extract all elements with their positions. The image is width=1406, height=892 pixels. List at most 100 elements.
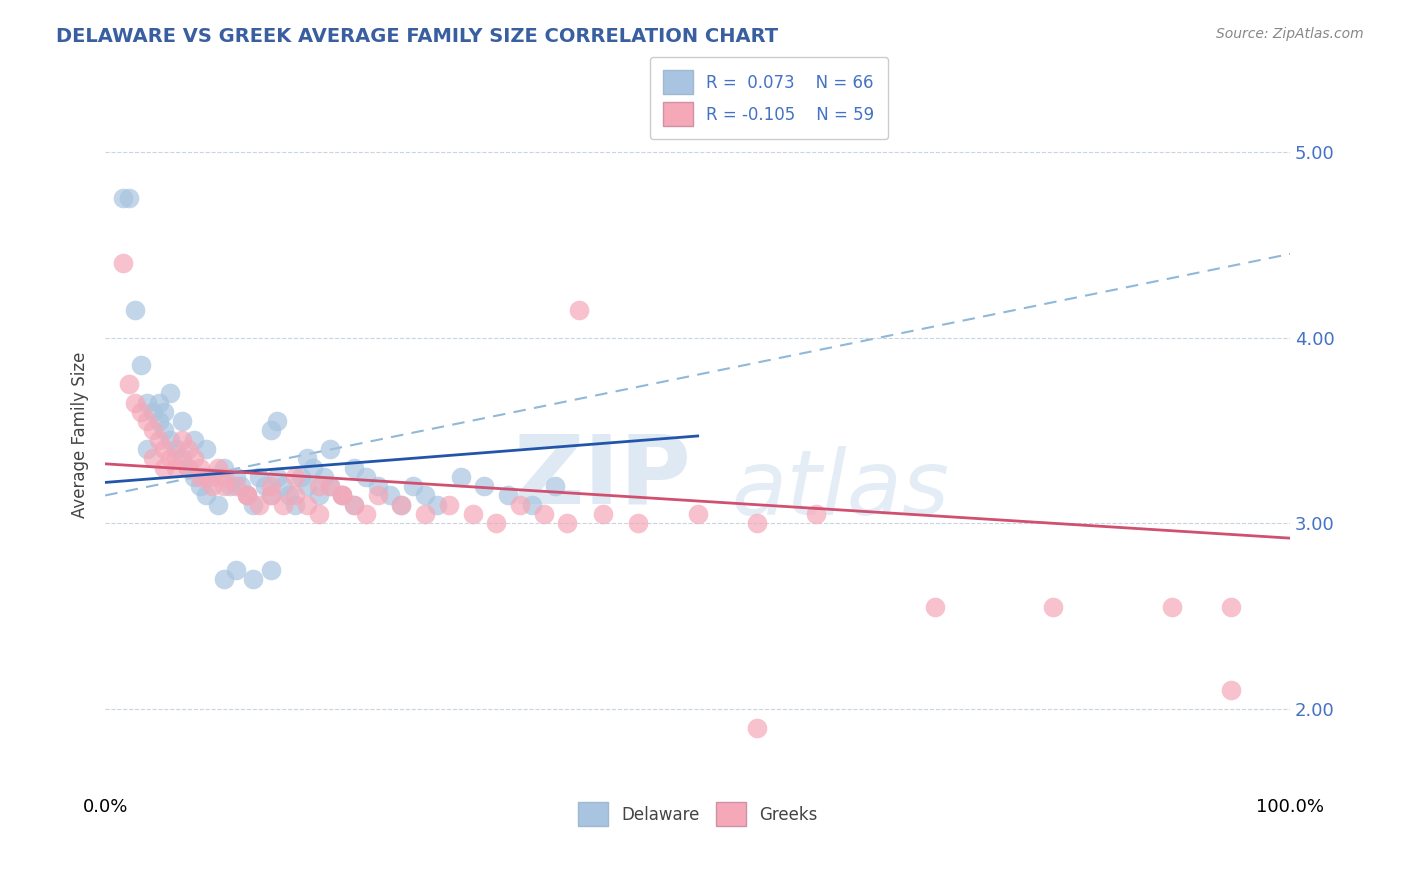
Legend: Delaware, Greeks: Delaware, Greeks xyxy=(569,794,827,834)
Y-axis label: Average Family Size: Average Family Size xyxy=(72,351,89,518)
Point xyxy=(177,442,200,456)
Point xyxy=(301,460,323,475)
Point xyxy=(135,414,157,428)
Point xyxy=(247,470,270,484)
Point xyxy=(159,386,181,401)
Text: Source: ZipAtlas.com: Source: ZipAtlas.com xyxy=(1216,27,1364,41)
Point xyxy=(924,599,946,614)
Point xyxy=(194,488,217,502)
Point xyxy=(236,488,259,502)
Point xyxy=(153,442,176,456)
Point xyxy=(188,479,211,493)
Point xyxy=(592,507,614,521)
Point xyxy=(319,442,342,456)
Point xyxy=(450,470,472,484)
Point xyxy=(520,498,543,512)
Point xyxy=(153,460,176,475)
Point xyxy=(225,479,247,493)
Point xyxy=(242,572,264,586)
Point xyxy=(172,433,194,447)
Text: DELAWARE VS GREEK AVERAGE FAMILY SIZE CORRELATION CHART: DELAWARE VS GREEK AVERAGE FAMILY SIZE CO… xyxy=(56,27,779,45)
Point xyxy=(485,516,508,531)
Point xyxy=(354,470,377,484)
Point xyxy=(188,470,211,484)
Point xyxy=(804,507,827,521)
Point xyxy=(129,405,152,419)
Point xyxy=(254,479,277,493)
Text: ZIP: ZIP xyxy=(515,430,692,524)
Point xyxy=(153,405,176,419)
Point xyxy=(194,470,217,484)
Point xyxy=(277,488,299,502)
Point xyxy=(319,479,342,493)
Point xyxy=(188,460,211,475)
Point xyxy=(260,424,283,438)
Point xyxy=(474,479,496,493)
Point xyxy=(533,507,555,521)
Point xyxy=(271,479,294,493)
Point xyxy=(627,516,650,531)
Point xyxy=(194,442,217,456)
Point xyxy=(378,488,401,502)
Point xyxy=(142,405,165,419)
Point xyxy=(212,572,235,586)
Point xyxy=(177,460,200,475)
Point xyxy=(142,451,165,466)
Point xyxy=(308,479,330,493)
Point xyxy=(177,460,200,475)
Point xyxy=(354,507,377,521)
Point xyxy=(260,488,283,502)
Point xyxy=(148,414,170,428)
Point xyxy=(426,498,449,512)
Point xyxy=(148,433,170,447)
Point xyxy=(153,424,176,438)
Point xyxy=(165,442,187,456)
Point xyxy=(308,507,330,521)
Point xyxy=(247,498,270,512)
Point xyxy=(367,488,389,502)
Point xyxy=(236,488,259,502)
Point xyxy=(308,488,330,502)
Point xyxy=(218,479,240,493)
Point xyxy=(284,470,307,484)
Point xyxy=(260,563,283,577)
Point xyxy=(159,451,181,466)
Point xyxy=(260,488,283,502)
Point xyxy=(413,507,436,521)
Point xyxy=(260,479,283,493)
Point xyxy=(201,470,224,484)
Point xyxy=(284,488,307,502)
Point xyxy=(330,488,353,502)
Point xyxy=(461,507,484,521)
Point xyxy=(266,470,288,484)
Point xyxy=(212,470,235,484)
Point xyxy=(290,470,312,484)
Point xyxy=(745,721,768,735)
Point xyxy=(212,479,235,493)
Point xyxy=(212,460,235,475)
Point xyxy=(437,498,460,512)
Point xyxy=(1160,599,1182,614)
Text: atlas: atlas xyxy=(731,446,949,533)
Point xyxy=(284,498,307,512)
Point xyxy=(568,302,591,317)
Point xyxy=(1042,599,1064,614)
Point xyxy=(172,414,194,428)
Point xyxy=(295,498,318,512)
Point xyxy=(266,414,288,428)
Point xyxy=(367,479,389,493)
Point xyxy=(330,488,353,502)
Point xyxy=(231,479,253,493)
Point xyxy=(686,507,709,521)
Point xyxy=(159,433,181,447)
Point xyxy=(172,451,194,466)
Point xyxy=(242,498,264,512)
Point xyxy=(295,479,318,493)
Point xyxy=(330,488,353,502)
Point xyxy=(201,479,224,493)
Point xyxy=(343,498,366,512)
Point xyxy=(295,451,318,466)
Point xyxy=(118,376,141,391)
Point xyxy=(135,442,157,456)
Point xyxy=(544,479,567,493)
